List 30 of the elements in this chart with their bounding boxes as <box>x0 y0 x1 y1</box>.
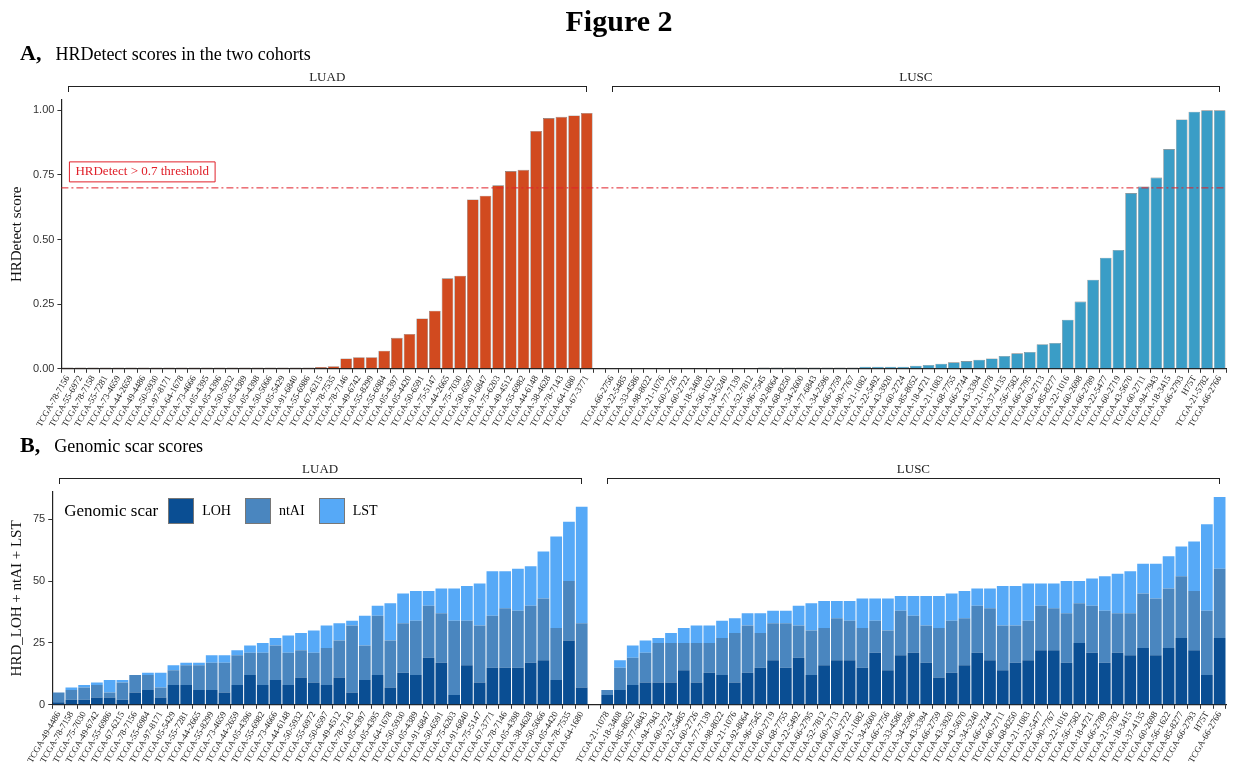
chart-title: Genomic scar scores <box>54 436 204 456</box>
bar <box>167 665 180 671</box>
text: B, <box>20 432 41 457</box>
y-tick-label: 0.25 <box>32 297 55 310</box>
y-tick-label: 25 <box>32 635 46 648</box>
bar <box>52 692 65 703</box>
legend-label: LST <box>352 503 378 519</box>
y-tick-label: 0.00 <box>32 361 55 374</box>
ref-line-label: HRDetect > 0.7 threshold <box>75 163 210 179</box>
y-tick-label: 0 <box>39 697 46 710</box>
bar <box>65 687 78 690</box>
text: LUSC <box>898 69 934 85</box>
bar <box>614 660 626 668</box>
text: LUAD <box>301 461 340 477</box>
y-tick-label: 75 <box>32 512 46 525</box>
text: LUAD <box>308 69 347 85</box>
chart-title: HRDetect scores in the two cohorts <box>55 44 311 64</box>
bar <box>601 689 614 695</box>
legend-title: Genomic scar <box>64 501 159 521</box>
text: A, <box>20 40 42 65</box>
y-tick-label: 0.75 <box>32 167 55 180</box>
legend-label: ntAI <box>278 503 305 519</box>
y-tick-label: 0.50 <box>32 232 55 245</box>
y-tick-label: 1.00 <box>32 103 55 116</box>
legend-label: LOH <box>202 503 231 519</box>
y-axis-title: HRD_LOH + ntAI + LST <box>7 520 24 677</box>
y-axis-title: HRDetect score <box>7 186 24 283</box>
text: LUSC <box>895 461 932 477</box>
y-tick-label: 50 <box>32 574 46 587</box>
caption: Figure 2 <box>564 4 674 38</box>
